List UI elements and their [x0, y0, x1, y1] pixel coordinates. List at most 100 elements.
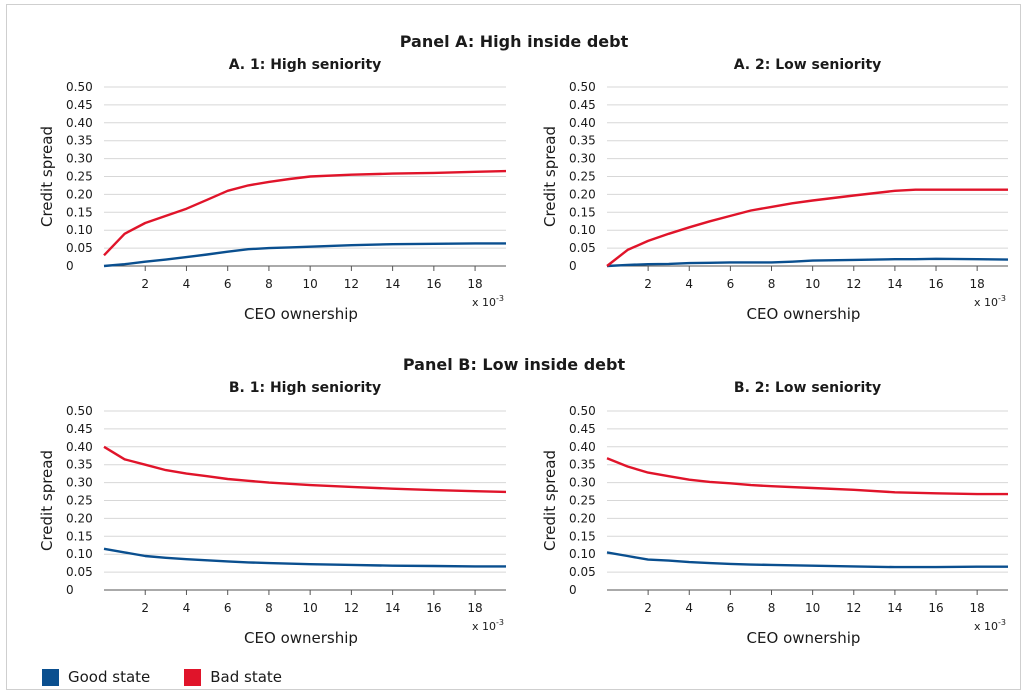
y-tick-label: 0.30	[569, 476, 596, 490]
x-axis-label: CEO ownership	[747, 305, 861, 323]
y-tick-label: 0.20	[66, 511, 93, 525]
x-axis-label: CEO ownership	[244, 305, 358, 323]
x-tick-label: 16	[928, 277, 943, 291]
y-tick-label: 0.25	[569, 494, 596, 508]
y-tick-label: 0.15	[569, 529, 596, 543]
chart-4: B. 2: Low seniority 0 0.05 0.10 0.15 0.20 0.25…	[541, 380, 1008, 647]
y-tick-label: 0.40	[66, 440, 93, 454]
legend-swatch-good	[42, 668, 59, 686]
x-tick-label: 12	[344, 601, 359, 615]
y-tick-label: 0.35	[569, 134, 596, 148]
chart-title: A. 1: High seniority	[229, 57, 382, 73]
chart-2: A. 2: Low seniority 0 0.05 0.10 0.15 0.20 0.25…	[541, 57, 1009, 323]
x-tick-label: 16	[426, 601, 441, 615]
y-tick-label: 0.35	[66, 134, 93, 148]
figure-frame	[6, 4, 1021, 690]
y-axis-label: Credit spread	[541, 126, 559, 227]
x-tick-label: 10	[303, 601, 318, 615]
y-tick-label: 0.50	[66, 404, 93, 418]
chart-title: B. 2: Low seniority	[734, 380, 881, 396]
x-tick-label: 18	[970, 277, 985, 291]
x-tick-label: 10	[303, 277, 318, 291]
series-line-good	[103, 547, 506, 568]
x-tick-label: 6	[727, 601, 735, 615]
y-tick-label: 0.45	[66, 422, 93, 436]
x-tick-label: 18	[467, 601, 482, 615]
x-axis-label: CEO ownership	[747, 629, 861, 647]
x-multiplier: x 10-3	[472, 618, 504, 633]
x-tick-label: 10	[805, 601, 820, 615]
x-tick-label: 8	[768, 277, 776, 291]
y-tick-label: 0.25	[569, 170, 596, 184]
panel-b-title: Panel B: Low inside debt	[403, 355, 626, 374]
chart-title: B. 1: High seniority	[229, 380, 381, 396]
y-tick-label: 0.10	[66, 223, 93, 237]
y-tick-label: 0.40	[569, 116, 596, 130]
x-multiplier: x 10-3	[472, 294, 504, 309]
legend: Good state Bad state	[42, 668, 316, 686]
y-tick-label: 0.50	[569, 80, 596, 94]
x-tick-label: 4	[183, 277, 191, 291]
y-axis-label: Credit spread	[541, 450, 559, 551]
legend-label-bad: Bad state	[210, 668, 283, 686]
y-tick-label: 0.05	[66, 565, 93, 579]
x-tick-label: 14	[385, 601, 400, 615]
chart-title: A. 2: Low seniority	[734, 57, 882, 73]
x-tick-label: 16	[426, 277, 441, 291]
y-tick-label: 0.40	[66, 116, 93, 130]
x-tick-label: 12	[846, 601, 861, 615]
x-multiplier: x 10-3	[974, 294, 1006, 309]
x-tick-label: 6	[224, 277, 232, 291]
y-tick-label: 0.40	[569, 440, 596, 454]
y-axis-label: Credit spread	[38, 450, 56, 551]
series-line-bad	[606, 457, 1008, 496]
y-tick-label: 0.20	[66, 187, 93, 201]
y-tick-label: 0.15	[66, 205, 93, 219]
y-tick-label: 0.45	[569, 422, 596, 436]
series-line-bad	[103, 445, 507, 494]
x-tick-label: 2	[644, 277, 652, 291]
legend-swatch-bad	[184, 668, 202, 686]
series-line-good	[103, 242, 506, 268]
y-tick-label: 0.25	[66, 170, 93, 184]
y-tick-label: 0.05	[569, 565, 596, 579]
legend-label-good: Good state	[68, 668, 151, 686]
x-tick-label: 2	[644, 601, 652, 615]
x-tick-label: 8	[265, 601, 273, 615]
y-axis-label: Credit spread	[38, 126, 56, 227]
x-axis-label: CEO ownership	[244, 629, 358, 647]
x-tick-label: 6	[727, 277, 735, 291]
x-multiplier: x 10-3	[974, 618, 1006, 633]
y-tick-label: 0.30	[66, 152, 93, 166]
y-tick-label: 0	[66, 583, 74, 597]
legend-item-bad: Bad state	[184, 668, 282, 686]
series-line-bad	[606, 188, 1008, 267]
y-tick-label: 0	[66, 259, 74, 273]
x-tick-label: 16	[928, 601, 943, 615]
chart-1: A. 1: High seniority 0 0.05 0.10 0.15 0.20 0.2…	[38, 57, 507, 323]
x-tick-label: 18	[467, 277, 482, 291]
y-tick-label: 0.10	[569, 223, 596, 237]
x-tick-label: 12	[846, 277, 861, 291]
series-line-good	[606, 551, 1008, 569]
y-tick-label: 0.30	[569, 152, 596, 166]
y-tick-label: 0.15	[66, 529, 93, 543]
x-tick-label: 10	[805, 277, 820, 291]
x-tick-label: 6	[224, 601, 232, 615]
y-tick-label: 0	[569, 259, 577, 273]
x-tick-label: 12	[344, 277, 359, 291]
x-tick-label: 14	[887, 601, 902, 615]
y-tick-label: 0.50	[66, 80, 93, 94]
y-tick-label: 0.50	[569, 404, 596, 418]
series-line-bad	[103, 169, 507, 257]
y-tick-label: 0.20	[569, 187, 596, 201]
y-tick-label: 0.15	[569, 205, 596, 219]
x-tick-label: 4	[685, 601, 693, 615]
y-tick-label: 0.45	[569, 98, 596, 112]
x-tick-label: 18	[970, 601, 985, 615]
panel-a-title: Panel A: High inside debt	[400, 32, 629, 51]
y-tick-label: 0.10	[66, 547, 93, 561]
x-tick-label: 4	[183, 601, 191, 615]
chart-3: B. 1: High seniority 0 0.05 0.10 0.15 0.20 0.2…	[38, 380, 507, 647]
